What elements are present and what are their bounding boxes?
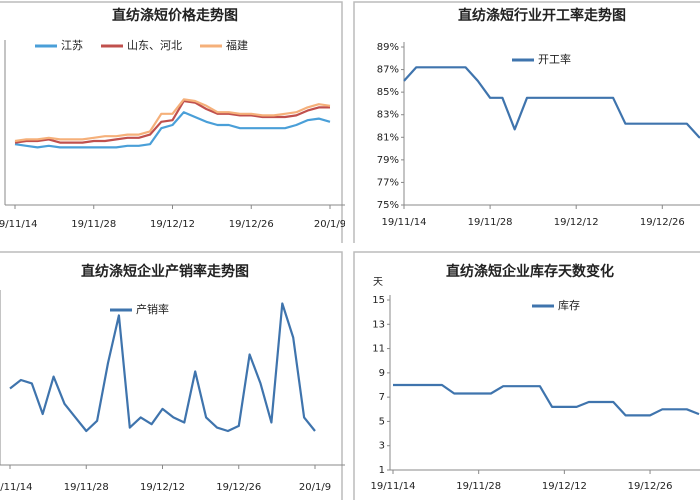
legend-label: 福建 bbox=[226, 38, 248, 52]
y-tick-label: 5 bbox=[379, 416, 385, 427]
x-tick-label: 19/11/28 bbox=[71, 219, 116, 230]
chart-title: 直纺涤短价格走势图 bbox=[112, 7, 238, 24]
x-tick-label: 19/11/14 bbox=[382, 217, 427, 228]
legend-label: 库存 bbox=[558, 298, 580, 312]
x-tick-label: 19/11/28 bbox=[64, 482, 109, 493]
x-tick-label: 19/11/28 bbox=[468, 217, 513, 228]
chart-title: 直纺涤短行业开工率走势图 bbox=[458, 7, 626, 24]
y-tick-label: 79% bbox=[377, 155, 399, 166]
legend-label: 山东、河北 bbox=[127, 39, 182, 52]
y-tick-label: 11 bbox=[372, 344, 385, 355]
line-series bbox=[14, 98, 331, 143]
panel-border bbox=[0, 1, 343, 243]
y-tick-label: 1 bbox=[379, 465, 385, 476]
y-tick-label: 77% bbox=[377, 177, 399, 188]
chart-title: 直纺涤短企业产销率走势图 bbox=[81, 263, 249, 280]
line-series bbox=[14, 111, 331, 149]
y-axis-label: 天 bbox=[373, 277, 383, 288]
y-tick-label: 13 bbox=[372, 319, 385, 330]
y-tick-label: 89% bbox=[377, 42, 399, 53]
chart-title: 直纺涤短企业库存天数变化 bbox=[446, 263, 614, 280]
chart-panel: 直纺涤短企业产销率走势图 19/11/14 19/11/28 19/12/12 19/1… bbox=[0, 250, 345, 500]
y-tick-label: 15 bbox=[372, 295, 385, 306]
x-tick-label: 19/12/26 bbox=[229, 219, 274, 230]
y-tick-label: 81% bbox=[377, 132, 399, 143]
y-tick-label: 75% bbox=[377, 200, 399, 211]
line-series bbox=[393, 383, 700, 417]
x-tick-label: 19/11/14 bbox=[0, 219, 37, 230]
legend-label: 开工率 bbox=[538, 52, 571, 66]
line-series bbox=[403, 66, 700, 139]
x-tick-label: 19/12/26 bbox=[216, 482, 261, 493]
x-tick-label: 19/12/12 bbox=[150, 219, 195, 230]
y-tick-label: 9 bbox=[379, 368, 385, 379]
line-series bbox=[9, 302, 316, 433]
legend-label: 产销率 bbox=[136, 302, 169, 316]
y-tick-label: 3 bbox=[379, 441, 385, 452]
chart-panel: 直纺涤短行业开工率走势图 75% 77% 79% 81% 83% 85% 87% 89% 19/1… bbox=[352, 0, 700, 243]
x-tick-label: 19/12/26 bbox=[628, 481, 673, 492]
x-tick-label: 20/1/9 bbox=[299, 482, 331, 493]
legend-label: 江苏 bbox=[61, 39, 83, 52]
x-tick-label: 19/12/12 bbox=[140, 482, 185, 493]
panel-border bbox=[353, 251, 700, 500]
y-tick-label: 83% bbox=[377, 110, 399, 121]
x-tick-label: 19/12/26 bbox=[640, 217, 685, 228]
line-series bbox=[14, 99, 330, 144]
x-tick-label: 19/11/14 bbox=[0, 482, 32, 493]
x-tick-label: 19/11/14 bbox=[371, 481, 416, 492]
x-tick-label: 19/11/28 bbox=[456, 481, 501, 492]
y-tick-label: 87% bbox=[377, 65, 399, 76]
panel-border bbox=[353, 1, 700, 243]
panel-border bbox=[0, 251, 343, 500]
x-tick-label: 20/1/9 bbox=[314, 219, 345, 230]
x-tick-label: 19/12/12 bbox=[554, 217, 599, 228]
y-tick-label: 7 bbox=[379, 392, 385, 403]
chart-panel: 直纺涤短价格走势图 19/11/14 19/11/28 19/12/12 19/12/2… bbox=[0, 0, 345, 243]
y-tick-label: 85% bbox=[377, 87, 399, 98]
x-tick-label: 19/12/12 bbox=[542, 481, 587, 492]
